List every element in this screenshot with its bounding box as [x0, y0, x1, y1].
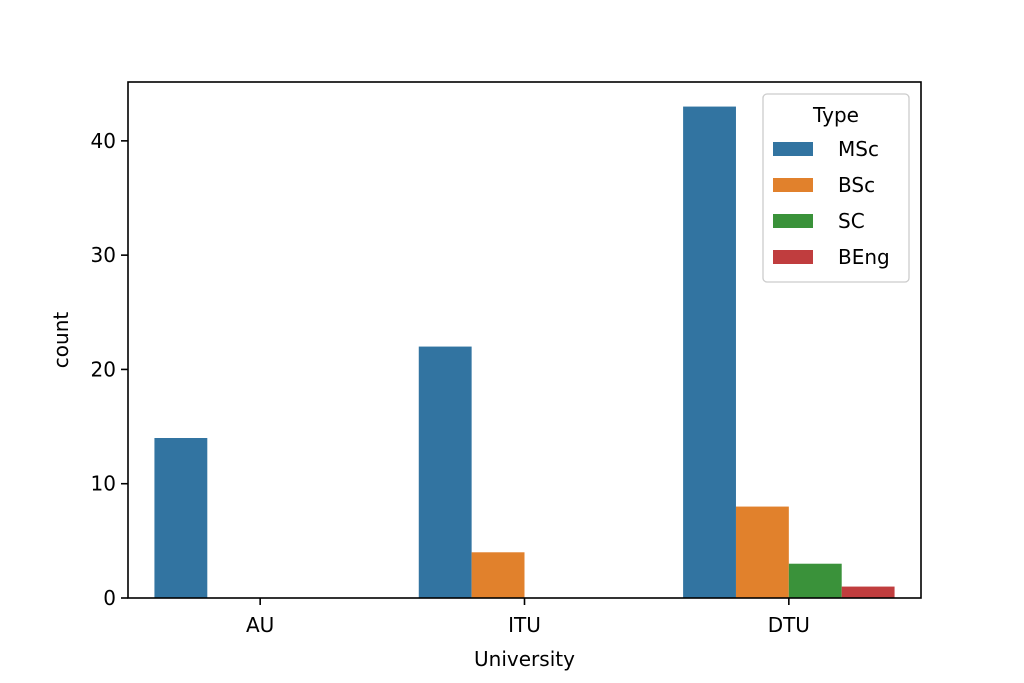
- bar-msc-itu: [418, 346, 472, 598]
- x-tick-label: AU: [246, 613, 274, 637]
- y-tick-label: 40: [91, 129, 116, 153]
- y-tick-label: 20: [91, 357, 116, 381]
- plot-frame: [127, 81, 922, 599]
- y-tick-label: 10: [91, 472, 116, 496]
- legend: Type MSc BSc SC BEng: [762, 93, 910, 283]
- bars-group: [154, 106, 895, 599]
- bar-bsc-dtu: [735, 506, 789, 598]
- x-axis-label: University: [474, 647, 575, 671]
- legend-label-bsc: BSc: [838, 173, 875, 197]
- bar-bsc-itu: [471, 552, 525, 598]
- bar-beng-dtu: [841, 586, 895, 598]
- legend-label-msc: MSc: [838, 137, 879, 161]
- legend-swatch-bsc: [773, 178, 813, 192]
- legend-swatch-sc: [773, 214, 813, 228]
- legend-label-sc: SC: [838, 209, 865, 233]
- bar-msc-dtu: [683, 106, 736, 599]
- x-tick-label: DTU: [768, 613, 810, 637]
- legend-label-beng: BEng: [838, 245, 890, 269]
- x-axis-ticks: AU ITU DTU: [246, 598, 810, 637]
- legend-box: [762, 93, 910, 283]
- legend-swatch-beng: [773, 250, 813, 264]
- x-tick-label: ITU: [508, 613, 541, 637]
- y-tick-label: 30: [91, 243, 116, 267]
- legend-title: Type: [812, 103, 859, 127]
- bar-msc-au: [154, 438, 208, 598]
- legend-swatch-msc: [773, 142, 813, 156]
- y-axis-ticks: 0 10 20 30 40: [91, 129, 128, 610]
- y-tick-label: 0: [103, 586, 116, 610]
- bar-sc-dtu: [788, 563, 842, 598]
- y-axis-label: count: [49, 312, 73, 369]
